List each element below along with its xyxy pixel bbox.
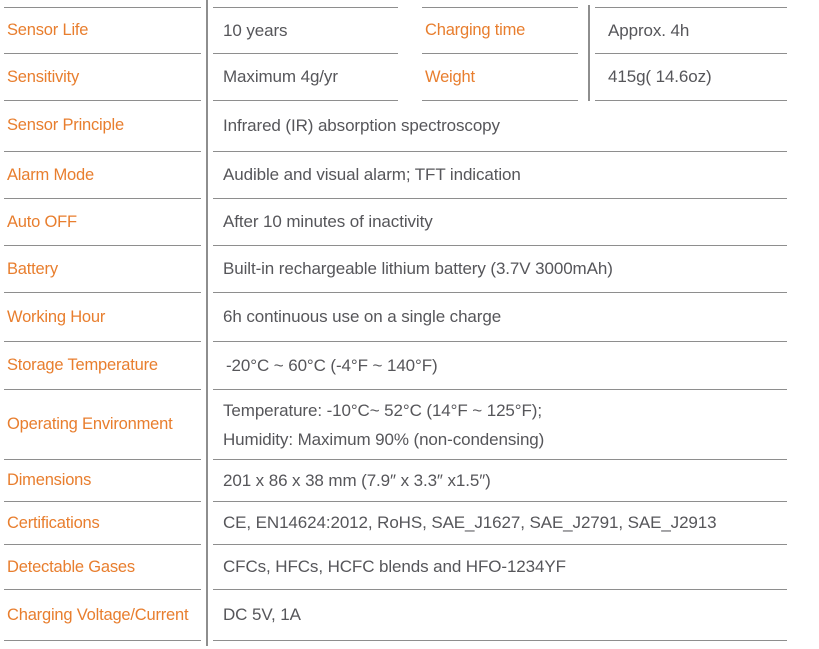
table-row: 10 years <box>213 8 398 54</box>
table-row: 415g( 14.6oz) <box>595 54 787 101</box>
spec-label: Weight <box>425 67 475 86</box>
table-row: Alarm Mode <box>4 152 201 199</box>
top-right-label-column: Charging time Weight <box>422 7 578 101</box>
spec-label: Alarm Mode <box>7 165 94 184</box>
spec-value: 6h continuous use on a single charge <box>223 307 502 326</box>
table-row: Sensitivity <box>4 54 201 101</box>
spec-label: Operating Environment <box>7 415 173 433</box>
table-row: DC 5V, 1A <box>213 590 787 641</box>
spec-label: Detectable Gases <box>7 557 135 576</box>
top-left-label-column: Sensor Life Sensitivity <box>4 7 201 101</box>
spec-value: Approx. 4h <box>608 20 690 40</box>
spec-value: 10 years <box>223 20 288 40</box>
main-column-divider <box>206 0 208 646</box>
spec-label: Battery <box>7 259 58 278</box>
spec-label: Dimensions <box>7 471 92 489</box>
top-subtable-divider <box>588 5 590 101</box>
table-row: Sensor Life <box>4 8 201 54</box>
spec-value: CFCs, HFCs, HCFC blends and HFO-1234YF <box>223 557 566 576</box>
spec-label: Auto OFF <box>7 212 77 231</box>
table-row: Operating Environment <box>4 390 201 460</box>
table-row: Maximum 4g/yr <box>213 54 398 101</box>
table-row: Weight <box>422 54 578 101</box>
spec-label: Working Hour <box>7 307 106 326</box>
table-row: Sensor Principle <box>4 100 201 152</box>
table-row: Infrared (IR) absorption spectroscopy <box>213 100 787 152</box>
spec-value: After 10 minutes of inactivity <box>223 212 433 231</box>
spec-value-line-2: Humidity: Maximum 90% (non-condensing) <box>223 429 545 449</box>
table-row: Temperature: -10°C~ 52°C (14°F ~ 125°F);… <box>213 390 787 460</box>
spec-label: Certifications <box>7 513 100 532</box>
table-row: 6h continuous use on a single charge <box>213 293 787 342</box>
spec-label: Sensitivity <box>7 67 80 86</box>
spec-label: Charging time <box>425 21 526 39</box>
spec-value: DC 5V, 1A <box>223 605 301 624</box>
table-row: Auto OFF <box>4 199 201 246</box>
table-row: Approx. 4h <box>595 8 787 54</box>
table-row: After 10 minutes of inactivity <box>213 199 787 246</box>
spec-value: Infrared (IR) absorption spectroscopy <box>223 115 500 135</box>
spec-label: Sensor Life <box>7 21 89 39</box>
spec-value: 201 x 86 x 38 mm (7.9″ x 3.3″ x1.5″) <box>223 470 491 490</box>
spec-value: -20°C ~ 60°C (-4°F ~ 140°F) <box>226 355 438 375</box>
table-row: Working Hour <box>4 293 201 342</box>
spec-value: Maximum 4g/yr <box>223 67 338 86</box>
spec-label: Storage Temperature <box>7 356 158 374</box>
table-row: CFCs, HFCs, HCFC blends and HFO-1234YF <box>213 545 787 590</box>
table-row: Built-in rechargeable lithium battery (3… <box>213 246 787 293</box>
top-right-value-column: Approx. 4h 415g( 14.6oz) <box>595 7 787 101</box>
table-row: 201 x 86 x 38 mm (7.9″ x 3.3″ x1.5″) <box>213 460 787 502</box>
table-row: Battery <box>4 246 201 293</box>
table-row: Audible and visual alarm; TFT indication <box>213 152 787 199</box>
spec-value: Audible and visual alarm; TFT indication <box>223 165 521 184</box>
top-left-value-column: 10 years Maximum 4g/yr <box>213 7 398 101</box>
spec-label: Sensor Principle <box>7 116 124 134</box>
spec-label: Charging Voltage/Current <box>7 605 189 624</box>
table-row: CE, EN14624:2012, RoHS, SAE_J1627, SAE_J… <box>213 502 787 545</box>
table-row: -20°C ~ 60°C (-4°F ~ 140°F) <box>213 342 787 390</box>
main-value-column: Infrared (IR) absorption spectroscopy Au… <box>213 100 787 641</box>
spec-value: Built-in rechargeable lithium battery (3… <box>223 259 613 278</box>
table-row: Dimensions <box>4 460 201 502</box>
spec-value: 415g( 14.6oz) <box>608 67 712 86</box>
spec-value-line-1: Temperature: -10°C~ 52°C (14°F ~ 125°F); <box>223 400 542 420</box>
main-label-column: Sensor Principle Alarm Mode Auto OFF Bat… <box>4 100 201 641</box>
spec-value: CE, EN14624:2012, RoHS, SAE_J1627, SAE_J… <box>223 513 717 532</box>
table-row: Certifications <box>4 502 201 545</box>
table-row: Detectable Gases <box>4 545 201 590</box>
table-row: Charging Voltage/Current <box>4 590 201 641</box>
table-row: Storage Temperature <box>4 342 201 390</box>
table-row: Charging time <box>422 8 578 54</box>
